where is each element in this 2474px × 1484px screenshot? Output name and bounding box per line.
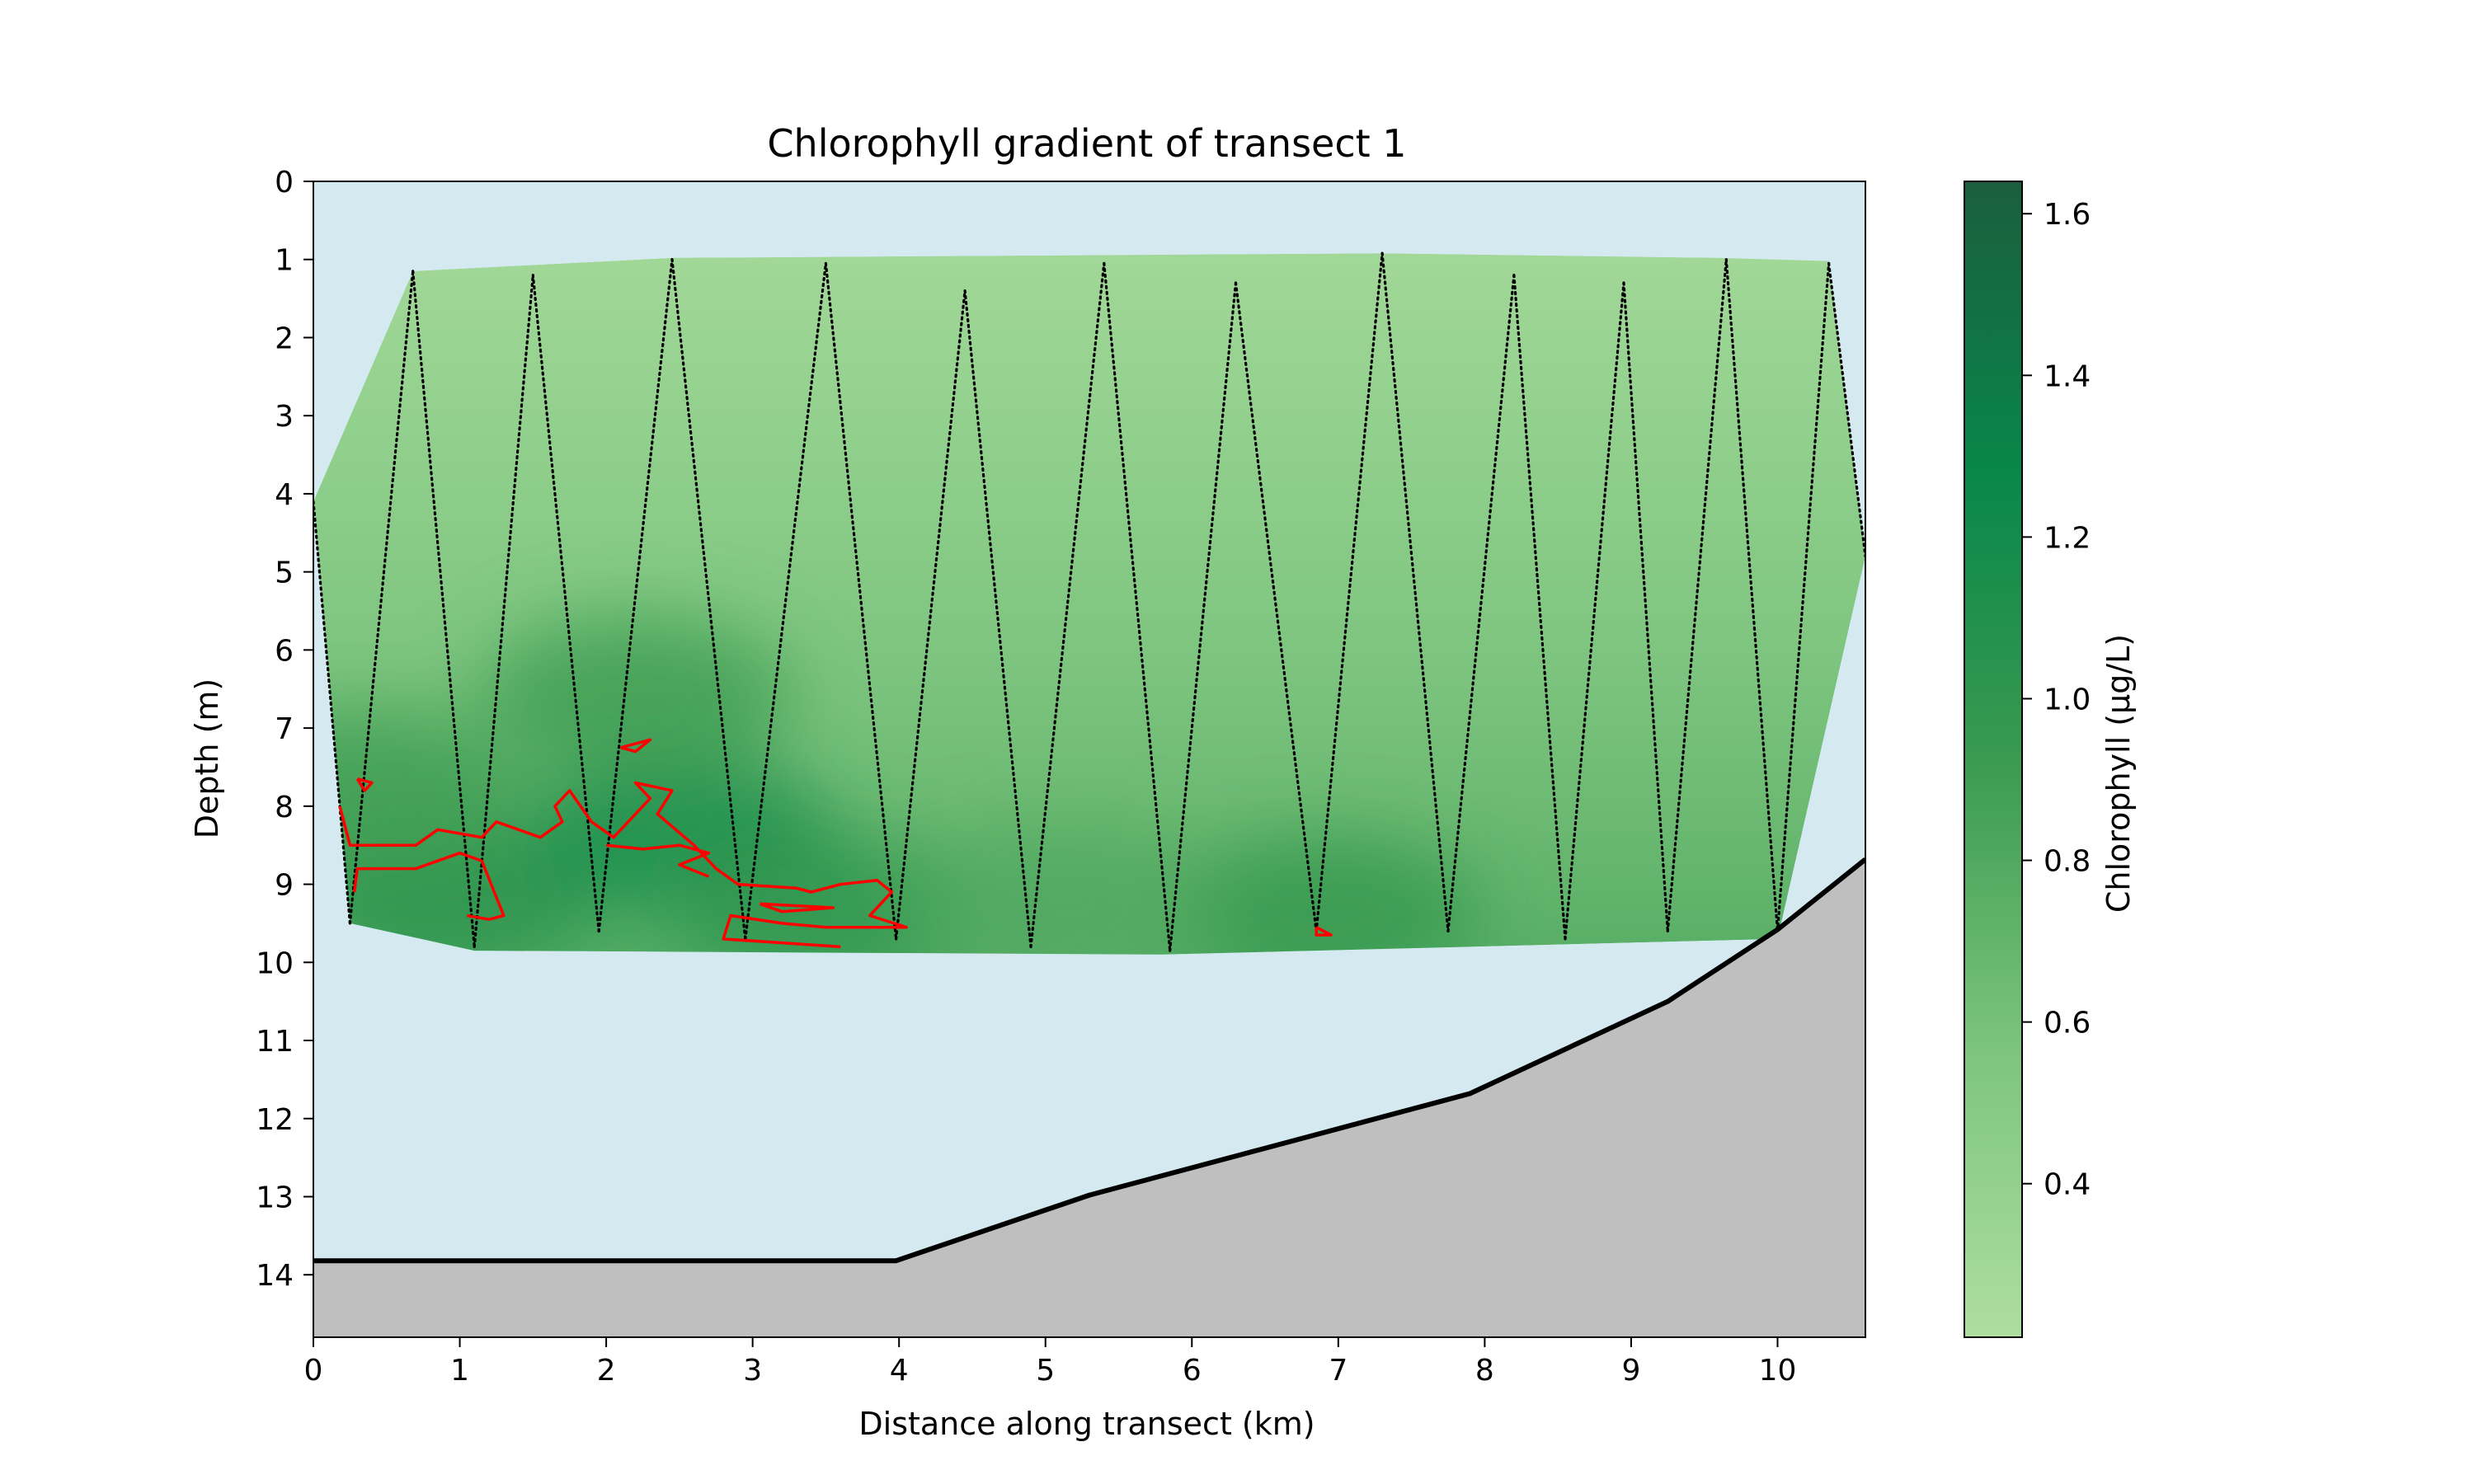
profile-track-segment bbox=[348, 270, 415, 925]
seabed bbox=[313, 857, 1865, 1337]
x-tick-label: 7 bbox=[1329, 1354, 1348, 1388]
y-tick-label: 4 bbox=[275, 478, 294, 512]
colorbar-tick-label: 0.8 bbox=[2044, 845, 2091, 879]
x-tick-label: 0 bbox=[304, 1354, 323, 1388]
y-tick-label: 0 bbox=[275, 166, 294, 200]
seabed-fill bbox=[313, 859, 1865, 1337]
profile-track-segment bbox=[963, 289, 1032, 949]
profile-track-segment bbox=[531, 274, 600, 933]
profile-track-segment bbox=[1666, 258, 1728, 933]
colorbar-tick-label: 1.6 bbox=[2044, 198, 2091, 232]
colorbar-ticks: 0.4 0.6 0.8 1.0 1.2 1.4 1.6 bbox=[2022, 198, 2091, 1202]
colorbar-frame bbox=[1964, 181, 2023, 1338]
y-tick-label: 7 bbox=[275, 712, 294, 746]
colorbar-tick-label: 1.2 bbox=[2044, 521, 2091, 555]
contour-path bbox=[620, 738, 652, 754]
y-tick-label: 6 bbox=[275, 634, 294, 668]
profile-track-segment bbox=[313, 500, 351, 925]
profile-track-segment bbox=[894, 289, 967, 941]
x-tick-label: 10 bbox=[1759, 1354, 1797, 1388]
profile-track-segment bbox=[1724, 258, 1780, 933]
y-tick-label: 11 bbox=[256, 1025, 294, 1059]
profile-track-segment bbox=[670, 258, 747, 941]
y-tick-label: 2 bbox=[275, 322, 294, 355]
x-tick-label: 4 bbox=[890, 1354, 909, 1388]
contour-path bbox=[352, 851, 506, 921]
colorbar-tick-label: 0.6 bbox=[2044, 1007, 2091, 1040]
x-tick-label: 3 bbox=[743, 1354, 762, 1388]
profile-track-segment bbox=[1234, 281, 1318, 933]
axes-frame bbox=[313, 181, 1866, 1338]
x-tick-label: 1 bbox=[450, 1354, 469, 1388]
profile-track-segment bbox=[1564, 281, 1625, 941]
x-axis: 0 1 2 3 4 5 6 7 8 9 10 bbox=[304, 1337, 1797, 1388]
chlorophyll-hotspot bbox=[669, 837, 983, 955]
y-tick-label: 14 bbox=[256, 1259, 294, 1293]
contour-path bbox=[759, 902, 835, 913]
colorbar-tick-label: 1.0 bbox=[2044, 683, 2091, 716]
bathymetry-line bbox=[313, 857, 1865, 1264]
x-tick-label: 5 bbox=[1036, 1354, 1055, 1388]
y-tick-label: 5 bbox=[275, 556, 294, 590]
y-tick-label: 1 bbox=[275, 244, 294, 278]
chart-title: Chlorophyll gradient of transect 1 bbox=[767, 121, 1406, 166]
chlorophyll-hotspots bbox=[313, 618, 1481, 955]
profile-track bbox=[313, 251, 1865, 952]
y-tick-label: 13 bbox=[256, 1181, 294, 1214]
contour-path bbox=[605, 843, 711, 878]
y-tick-label: 9 bbox=[275, 869, 294, 903]
profile-track-segment bbox=[744, 261, 828, 941]
profile-track-segment bbox=[1776, 261, 1831, 933]
y-tick-label: 8 bbox=[275, 791, 294, 824]
chlorophyll-field bbox=[313, 253, 1865, 955]
colorbar-label: Chlorophyll (µg/L) bbox=[2100, 634, 2137, 913]
chlorophyll-hotspot bbox=[903, 829, 1217, 955]
profile-track-segment bbox=[1512, 274, 1567, 941]
profile-track-segment bbox=[1446, 274, 1516, 933]
x-tick-label: 2 bbox=[597, 1354, 616, 1388]
profile-track-segment bbox=[1622, 281, 1669, 933]
contour-path bbox=[1315, 926, 1333, 937]
x-tick-label: 9 bbox=[1621, 1354, 1640, 1388]
profile-track-segment bbox=[597, 258, 674, 933]
profile-track-segment bbox=[1315, 251, 1384, 933]
colorbar-tick-label: 1.4 bbox=[2044, 359, 2091, 393]
plot-area bbox=[313, 181, 1866, 1338]
colorbar-fill bbox=[1964, 181, 2022, 1337]
x-axis-label: Distance along transect (km) bbox=[858, 1406, 1315, 1442]
contour-path bbox=[338, 781, 908, 949]
profile-track-segment bbox=[1380, 251, 1450, 933]
profile-track-segment bbox=[824, 261, 898, 941]
x-tick-label: 6 bbox=[1183, 1354, 1202, 1388]
y-tick-label: 12 bbox=[256, 1103, 294, 1137]
profile-track-segment bbox=[1103, 261, 1172, 952]
y-axis-label: Depth (m) bbox=[189, 679, 225, 839]
colorbar-tick-label: 0.4 bbox=[2044, 1168, 2091, 1202]
profile-track-segment bbox=[1029, 261, 1106, 949]
contour-path bbox=[355, 777, 374, 792]
y-tick-label: 3 bbox=[275, 400, 294, 434]
chlorophyll-hotspot bbox=[1167, 837, 1481, 955]
colorbar: 0.4 0.6 0.8 1.0 1.2 1.4 1.6 Chlorophyll (µg/L) bbox=[1964, 181, 2137, 1338]
contour-1-0 bbox=[338, 738, 1333, 949]
x-tick-label: 8 bbox=[1475, 1354, 1494, 1388]
y-tick-label: 10 bbox=[256, 946, 294, 980]
profile-track-segment bbox=[1169, 281, 1238, 952]
